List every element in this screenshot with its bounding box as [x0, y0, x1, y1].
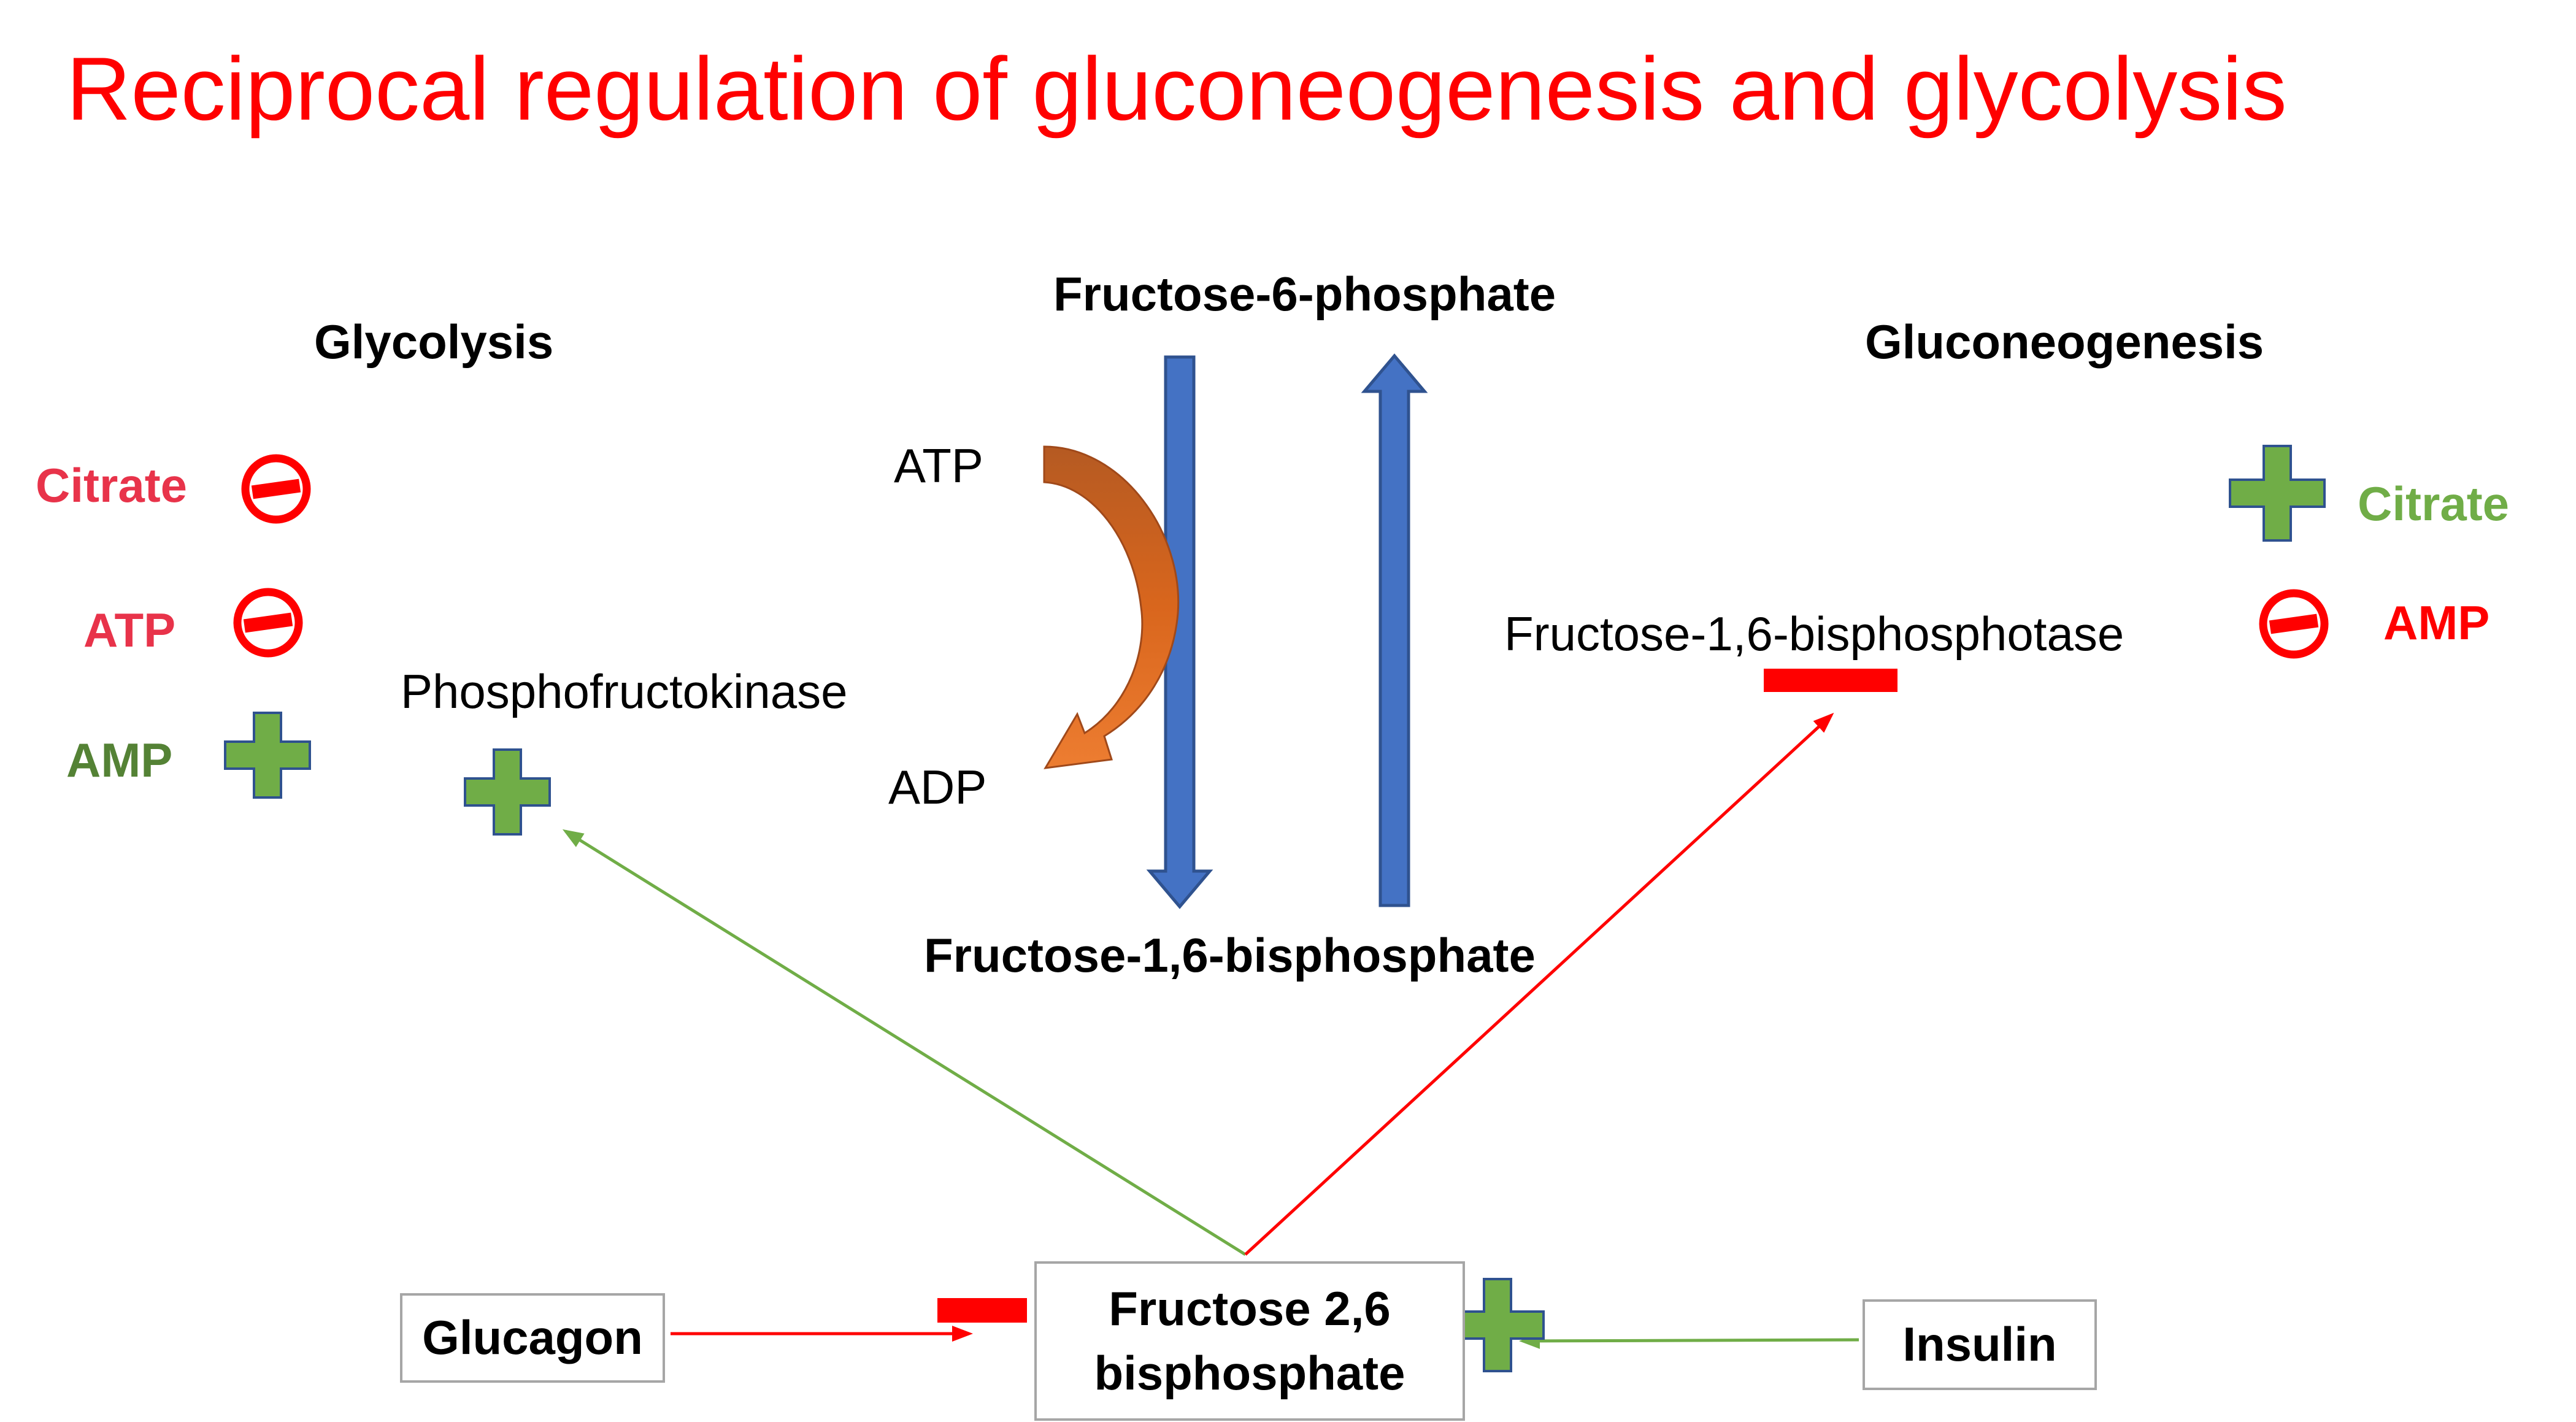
- fructose-2-6-bisphosphate-label: Fructose 2,6 bisphosphate: [1094, 1277, 1405, 1406]
- glucagon-inhibition-bar: [937, 1298, 1027, 1323]
- glycolysis-citrate-no-entry-icon: [245, 458, 307, 520]
- gluconeogenesis-up-arrow: [1364, 356, 1424, 905]
- fructose-6-phosphate-label: Fructose-6-phosphate: [1053, 266, 1556, 322]
- glycolysis-atp-no-entry-icon: [237, 592, 299, 653]
- gluconeogenesis-header: Gluconeogenesis: [1865, 314, 2264, 370]
- glycolysis-header: Glycolysis: [314, 314, 553, 370]
- fbpase-inhibition-bar: [1764, 669, 1897, 692]
- phosphofructokinase-label: Phosphofructokinase: [401, 664, 847, 720]
- glycolysis-regulator-citrate: Citrate: [36, 458, 187, 513]
- insulin-label: Insulin: [1902, 1312, 2056, 1377]
- gluconeogenesis-regulator-citrate: Citrate: [2358, 476, 2509, 532]
- glucagon-box: Glucagon: [400, 1293, 665, 1383]
- gluconeogenesis-amp-no-entry-icon: [2263, 593, 2324, 655]
- fructose-1-6-bisphosphate-label: Fructose-1,6-bisphosphate: [924, 928, 1536, 983]
- f26bp-to-pfk-activation-line: [566, 831, 1245, 1255]
- atp-label: ATP: [894, 438, 983, 494]
- fructose-2-6-bisphosphate-box: Fructose 2,6 bisphosphate: [1034, 1261, 1465, 1421]
- adp-label: ADP: [888, 759, 986, 815]
- insulin-arrow: [1523, 1340, 1859, 1341]
- glycolysis-regulator-amp: AMP: [66, 732, 172, 788]
- glucagon-label: Glucagon: [422, 1305, 643, 1370]
- pfk-plus-icon: [465, 750, 550, 834]
- glycolysis-regulator-atp: ATP: [83, 602, 175, 658]
- insulin-box: Insulin: [1863, 1299, 2097, 1390]
- atp-adp-curved-arrow: [1044, 447, 1178, 768]
- glycolysis-amp-plus-icon: [225, 713, 310, 797]
- f26bp-to-fbpase-inhibition-line: [1245, 715, 1831, 1255]
- gluconeogenesis-citrate-plus-icon: [2230, 446, 2324, 540]
- fructose-1-6-bisphosphotase-label: Fructose-1,6-bisphosphotase: [1504, 606, 2124, 662]
- gluconeogenesis-regulator-amp: AMP: [2383, 595, 2489, 651]
- insulin-plus-icon: [1451, 1279, 1544, 1371]
